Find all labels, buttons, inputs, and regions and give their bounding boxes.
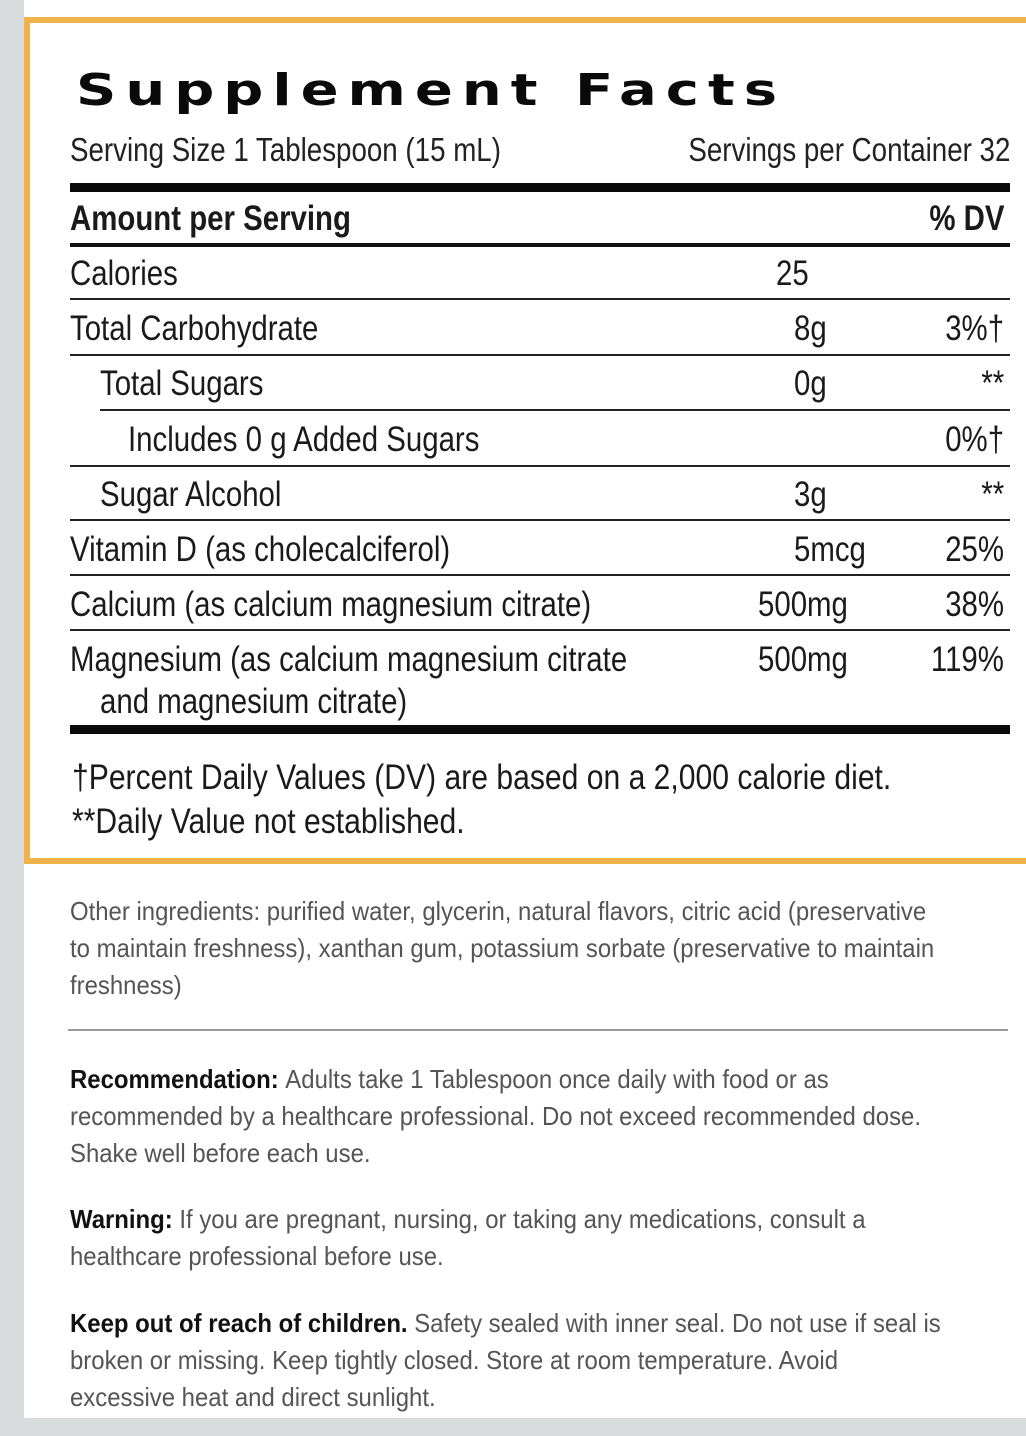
servings-per-container: Servings per Container 32 (687, 131, 1010, 168)
nutrient-dv: ** (981, 475, 1004, 514)
footnotes: †Percent Daily Values (DV) are based on … (72, 756, 892, 844)
row-divider (70, 574, 1010, 576)
row-divider (70, 629, 1010, 631)
header-rule (70, 243, 1010, 247)
warning-section: Warning: If you are pregnant, nursing, o… (70, 1201, 944, 1275)
header-row: Amount per Serving % DV (70, 193, 1010, 247)
other-ingredients: Other ingredients: purified water, glyce… (70, 896, 935, 1000)
nutrient-amount: 500mg (758, 585, 848, 624)
serving-info: Serving Size 1 Tablespoon (15 mL) Servin… (70, 131, 1010, 177)
nutrient-name: Magnesium (as calcium magnesium citrate (70, 640, 628, 679)
amount-per-serving-label: Amount per Serving (70, 199, 351, 238)
nutrient-dv: 119% (930, 640, 1004, 679)
nutrient-name: Calcium (as calcium magnesium citrate) (70, 585, 592, 624)
row-divider (70, 465, 1010, 467)
footnote-not-established: **Daily Value not established. (72, 802, 465, 841)
keep-out-text: Safety sealed with inner seal. Do not us… (70, 1308, 941, 1412)
nutrient-row-magnesium: Magnesium (as calcium magnesium citrate … (70, 634, 1010, 730)
nutrient-dv: ** (981, 364, 1004, 403)
nutrient-row-calcium: Calcium (as calcium magnesium citrate) 5… (70, 579, 1010, 633)
recommendation-section: Recommendation: Adults take 1 Tablespoon… (70, 1061, 944, 1172)
warning-label: Warning: (70, 1204, 180, 1234)
dv-label: % DV (928, 199, 1004, 238)
nutrient-row-added-sugars: Includes 0 g Added Sugars 0%† (70, 414, 1010, 468)
nutrient-amount: 8g (794, 309, 827, 348)
section-divider (68, 1029, 1008, 1031)
nutrient-dv: 0%† (945, 420, 1004, 459)
nutrient-name: Total Sugars (100, 364, 264, 403)
footnote-dv: †Percent Daily Values (DV) are based on … (72, 758, 892, 797)
nutrient-name: Includes 0 g Added Sugars (128, 420, 480, 459)
thick-rule-bottom (70, 725, 1010, 734)
nutrient-row-calories: Calories 25 (70, 248, 1010, 302)
nutrient-dv: 3%† (945, 309, 1004, 348)
nutrient-name: Total Carbohydrate (70, 309, 319, 348)
nutrient-name: Sugar Alcohol (100, 475, 282, 514)
nutrient-name: Calories (70, 254, 178, 293)
recommendation-text: Adults take 1 Tablespoon once daily with… (70, 1064, 921, 1168)
nutrient-row-total-carbohydrate: Total Carbohydrate 8g 3%† (70, 303, 1010, 357)
warning-text: If you are pregnant, nursing, or taking … (70, 1204, 866, 1271)
serving-size: Serving Size 1 Tablespoon (15 mL) (70, 131, 501, 168)
nutrient-amount: 0g (794, 364, 827, 403)
nutrient-dv: 38% (945, 585, 1004, 624)
facts-title: Supplement Facts (76, 65, 787, 116)
row-divider (70, 298, 1010, 300)
nutrient-amount: 5mcg (794, 530, 866, 569)
keep-out-label: Keep out of reach of children. (70, 1308, 415, 1338)
row-divider (70, 354, 1010, 356)
supplement-facts-panel: Supplement Facts Serving Size 1 Tablespo… (24, 17, 1026, 864)
storage-section: Keep out of reach of children. Safety se… (70, 1305, 944, 1416)
nutrient-amount: 3g (794, 475, 827, 514)
nutrient-amount: 500mg (758, 640, 848, 679)
nutrient-amount: 25 (776, 254, 809, 293)
thick-rule-top (70, 183, 1010, 192)
nutrient-name-line2: and magnesium citrate) (100, 682, 408, 721)
nutrient-row-total-sugars: Total Sugars 0g ** (70, 358, 1010, 412)
row-divider (100, 409, 1010, 411)
nutrient-row-sugar-alcohol: Sugar Alcohol 3g ** (70, 469, 1010, 523)
nutrient-dv: 25% (945, 530, 1004, 569)
supplement-facts-content: Supplement Facts Serving Size 1 Tablespo… (70, 23, 1010, 858)
row-divider (70, 519, 1010, 521)
nutrient-row-vitamin-d: Vitamin D (as cholecalciferol) 5mcg 25% (70, 524, 1010, 578)
recommendation-label: Recommendation: (70, 1064, 286, 1094)
nutrient-name: Vitamin D (as cholecalciferol) (70, 530, 451, 569)
